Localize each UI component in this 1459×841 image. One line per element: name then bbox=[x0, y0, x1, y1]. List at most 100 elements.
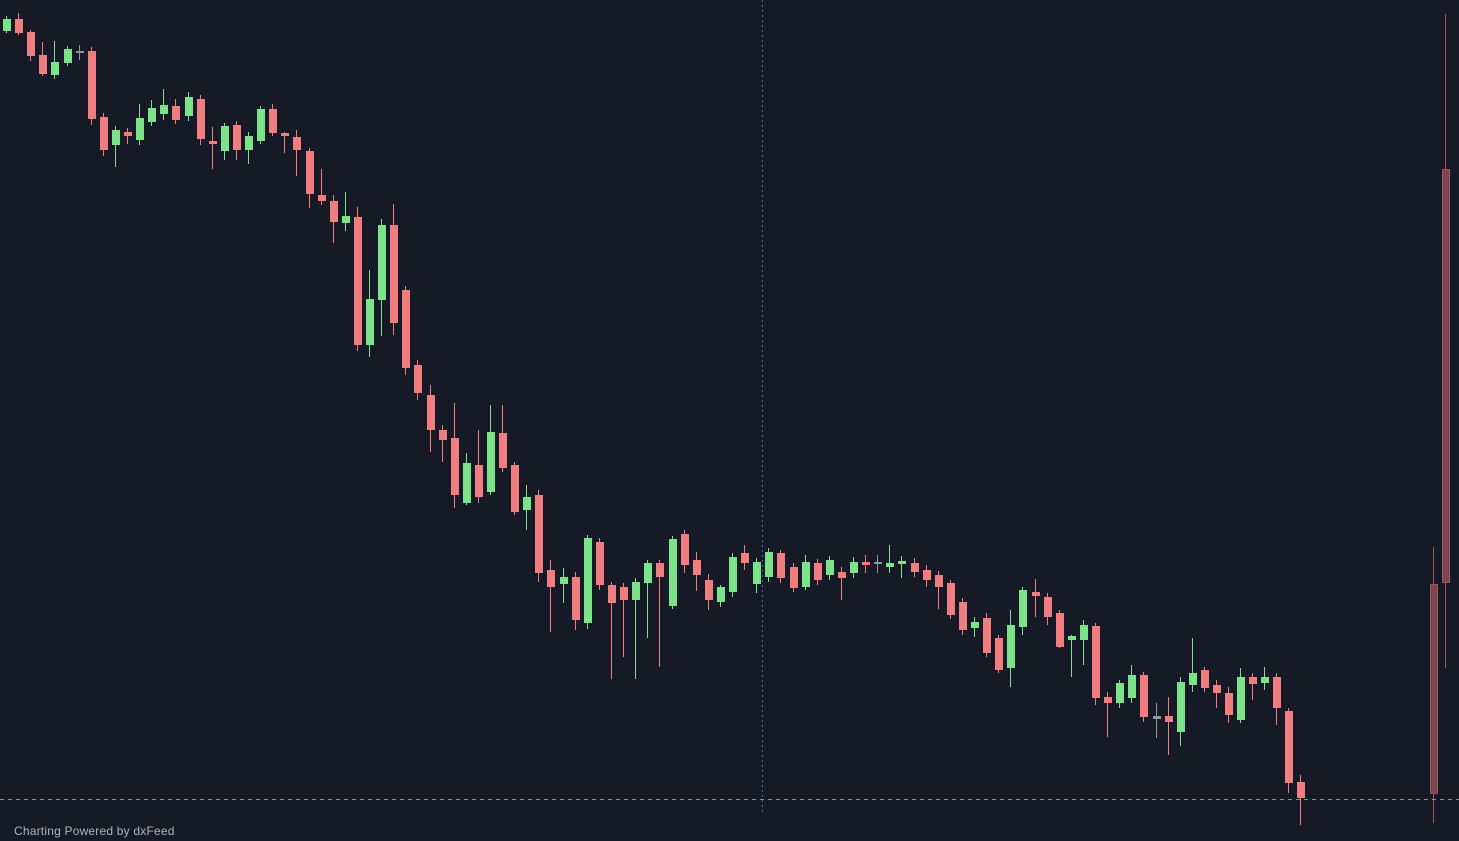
candle-body bbox=[656, 563, 664, 577]
candle-body bbox=[535, 495, 543, 573]
candle-body bbox=[1225, 693, 1233, 715]
candle-body bbox=[681, 534, 689, 565]
candle-body bbox=[185, 97, 193, 116]
candle-body bbox=[1092, 626, 1100, 698]
candle-body bbox=[1140, 675, 1148, 717]
candle-body bbox=[983, 618, 991, 653]
candle-body bbox=[790, 567, 798, 588]
candle-body bbox=[1237, 677, 1245, 720]
candle-wick bbox=[163, 89, 164, 120]
candle-body bbox=[76, 51, 84, 53]
candle-wick bbox=[1083, 620, 1084, 665]
candle-wick bbox=[127, 128, 128, 144]
candle-body bbox=[402, 290, 410, 368]
candle-body bbox=[596, 542, 604, 585]
candle-body bbox=[911, 563, 919, 572]
candle-wick bbox=[938, 571, 939, 609]
candle-body bbox=[511, 465, 519, 512]
candle-body bbox=[318, 195, 326, 201]
candle-wick bbox=[115, 126, 116, 167]
candle-body bbox=[572, 577, 580, 620]
candle-body bbox=[1104, 697, 1112, 703]
candle-body bbox=[124, 132, 132, 136]
candle-body bbox=[172, 106, 180, 120]
candle-body bbox=[1019, 590, 1027, 627]
candle-wick bbox=[284, 132, 285, 153]
candle-body bbox=[148, 108, 156, 122]
candle-body bbox=[717, 587, 725, 602]
candle-body bbox=[838, 572, 846, 578]
candle-wick bbox=[647, 560, 648, 638]
candle-body bbox=[560, 577, 568, 584]
candle-wick bbox=[1107, 692, 1108, 737]
candle-body bbox=[874, 562, 882, 564]
candle-wick bbox=[1252, 673, 1253, 700]
candle-wick bbox=[442, 425, 443, 462]
candle-body bbox=[995, 638, 1003, 670]
candle-body bbox=[753, 562, 761, 584]
candle-body bbox=[765, 552, 773, 577]
ghost-candle-body bbox=[1442, 169, 1450, 583]
candle-body bbox=[947, 583, 955, 615]
ghost-candle-body bbox=[1430, 584, 1438, 794]
candle-body bbox=[1007, 625, 1015, 668]
candle-body bbox=[693, 560, 701, 575]
candle-body bbox=[886, 563, 894, 567]
candle-wick bbox=[54, 41, 55, 79]
candle-body bbox=[1285, 711, 1293, 783]
candle-body bbox=[451, 438, 459, 495]
candle-body bbox=[1032, 592, 1040, 596]
candle-body bbox=[1177, 682, 1185, 732]
candle-wick bbox=[901, 556, 902, 578]
candle-wick bbox=[321, 169, 322, 205]
candle-wick bbox=[1071, 635, 1072, 677]
candle-wick bbox=[889, 545, 890, 573]
candle-body bbox=[378, 225, 386, 300]
candle-body bbox=[608, 585, 616, 603]
candle-body bbox=[632, 582, 640, 600]
candle-body bbox=[935, 575, 943, 587]
candle-body bbox=[499, 433, 507, 468]
candle-body bbox=[1056, 613, 1064, 647]
candle-wick bbox=[1300, 775, 1301, 825]
candle-wick bbox=[345, 192, 346, 231]
candle-body bbox=[584, 538, 592, 623]
candle-body bbox=[51, 62, 59, 75]
candle-wick bbox=[296, 130, 297, 176]
candle-wick bbox=[1216, 680, 1217, 708]
candle-body bbox=[281, 133, 289, 136]
candle-body bbox=[741, 553, 749, 563]
candle-body bbox=[802, 562, 810, 587]
candle-wick bbox=[1168, 697, 1169, 755]
chart-attribution: Charting Powered by dxFeed bbox=[14, 824, 175, 838]
candle-body bbox=[705, 580, 713, 600]
candle-body bbox=[1297, 782, 1305, 798]
candle-body bbox=[64, 49, 72, 63]
candle-body bbox=[15, 19, 23, 33]
candle-body bbox=[112, 130, 120, 145]
candle-wick bbox=[550, 560, 551, 632]
candle-wick bbox=[623, 583, 624, 657]
candle-body bbox=[88, 51, 96, 119]
candle-body bbox=[427, 395, 435, 430]
candle-body bbox=[547, 570, 555, 587]
candle-body bbox=[862, 562, 870, 565]
candle-body bbox=[1201, 670, 1209, 688]
candle-body bbox=[1249, 677, 1257, 684]
candle-body bbox=[3, 19, 11, 31]
candle-body bbox=[439, 430, 447, 440]
candle-body bbox=[826, 560, 834, 575]
candle-body bbox=[1273, 677, 1281, 708]
candle-body bbox=[209, 141, 217, 144]
candle-body bbox=[923, 570, 931, 580]
candle-body bbox=[342, 216, 350, 223]
candle-body bbox=[487, 432, 495, 492]
candle-wick bbox=[635, 578, 636, 679]
candle-body bbox=[1080, 625, 1088, 640]
candle-wick bbox=[611, 582, 612, 679]
candle-body bbox=[1189, 673, 1197, 685]
candle-body bbox=[1153, 716, 1161, 719]
candle-body bbox=[1165, 716, 1173, 722]
candle-body bbox=[269, 109, 277, 133]
